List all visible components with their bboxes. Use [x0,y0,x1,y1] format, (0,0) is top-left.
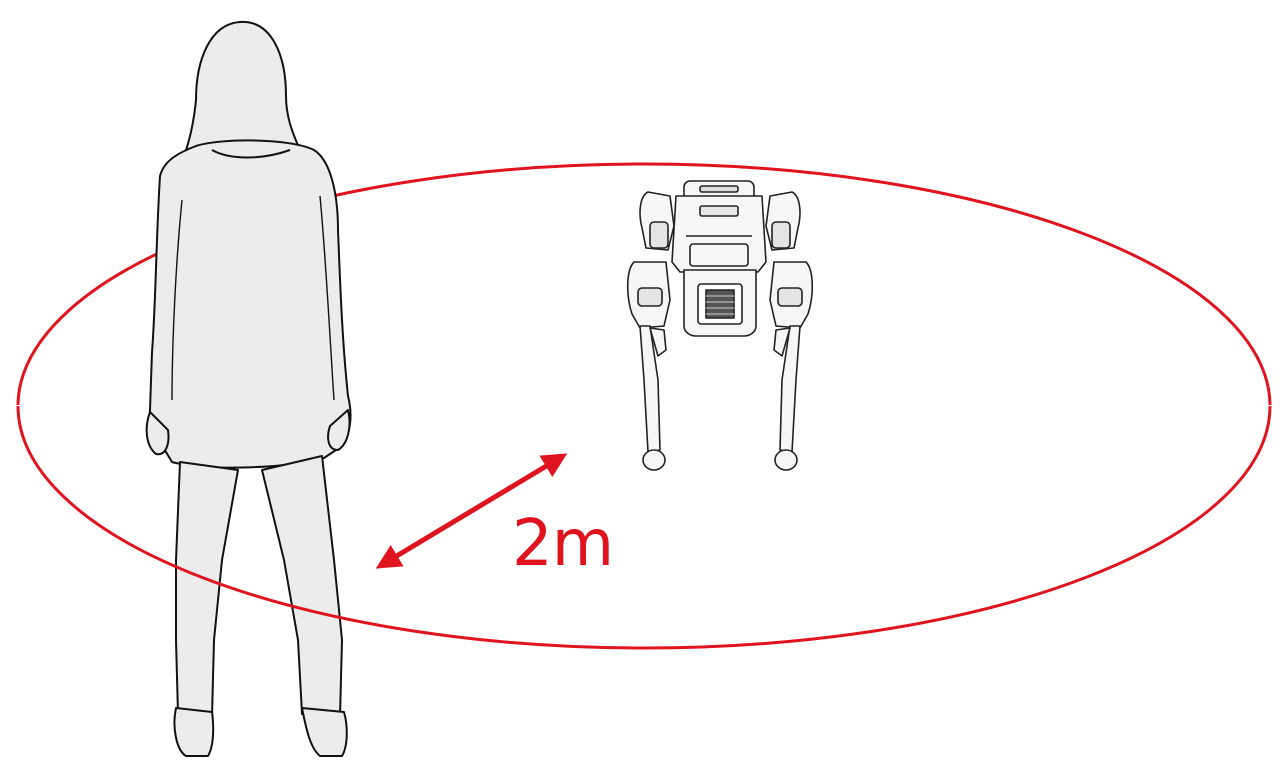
distance-label: 2m [512,507,614,581]
quadruped-robot-icon [626,180,814,471]
safety-zone-ellipse-front [16,405,1272,650]
person-silhouette-icon [145,20,352,757]
safety-zone-ellipse-back [16,162,1272,405]
double-arrow-icon [375,453,568,569]
